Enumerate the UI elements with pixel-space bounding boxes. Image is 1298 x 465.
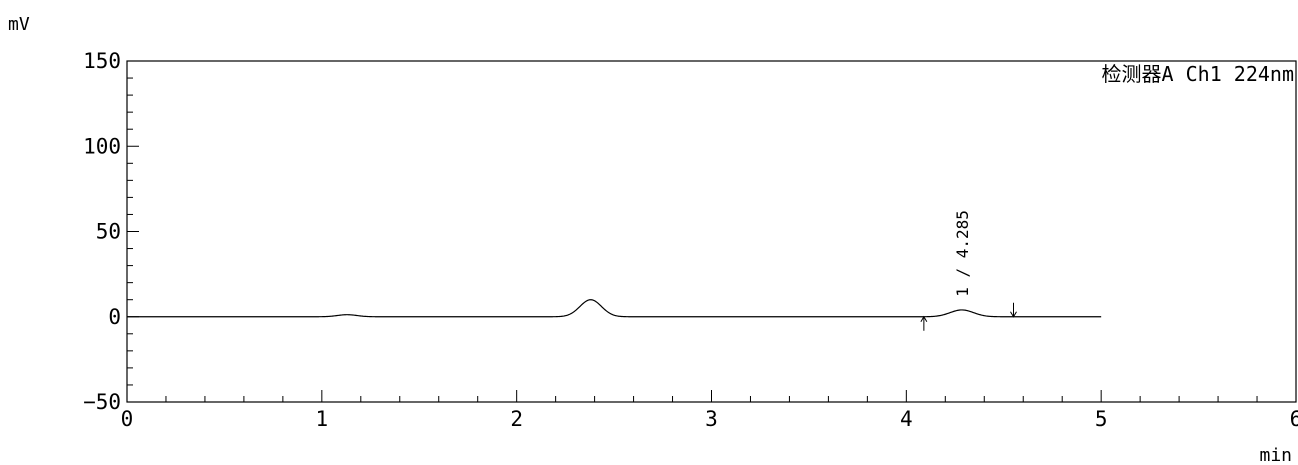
x-tick-label: 2 (510, 407, 523, 431)
x-axis-unit-label: min (1259, 445, 1292, 465)
plot-frame (126, 60, 1297, 403)
y-axis-unit-label: mV (8, 14, 30, 35)
peak-annotations: 1 / 4.285 (920, 210, 1017, 331)
signal-trace (127, 299, 1102, 318)
peak-label: 1 / 4.285 (953, 210, 972, 297)
x-tick-label: 4 (900, 407, 913, 431)
y-axis-ticks: −50 0 50 100 150 (83, 49, 139, 414)
x-tick-label: 6 (1290, 407, 1298, 431)
y-tick-label: 100 (83, 134, 121, 158)
integration-start-marker (920, 315, 928, 331)
x-axis-ticks: 0 1 2 3 4 5 6 (121, 390, 1298, 431)
x-tick-label: 3 (705, 407, 718, 431)
y-tick-label: −50 (83, 390, 121, 414)
integration-end-marker (1010, 302, 1017, 318)
y-tick-label: 150 (83, 49, 121, 73)
y-tick-label: 0 (108, 305, 121, 329)
x-tick-label: 1 (316, 407, 329, 431)
detector-label: 检测器A Ch1 224nm (1102, 62, 1294, 86)
x-tick-label: 0 (121, 407, 134, 431)
x-tick-label: 5 (1095, 407, 1108, 431)
y-tick-label: 50 (96, 220, 121, 244)
